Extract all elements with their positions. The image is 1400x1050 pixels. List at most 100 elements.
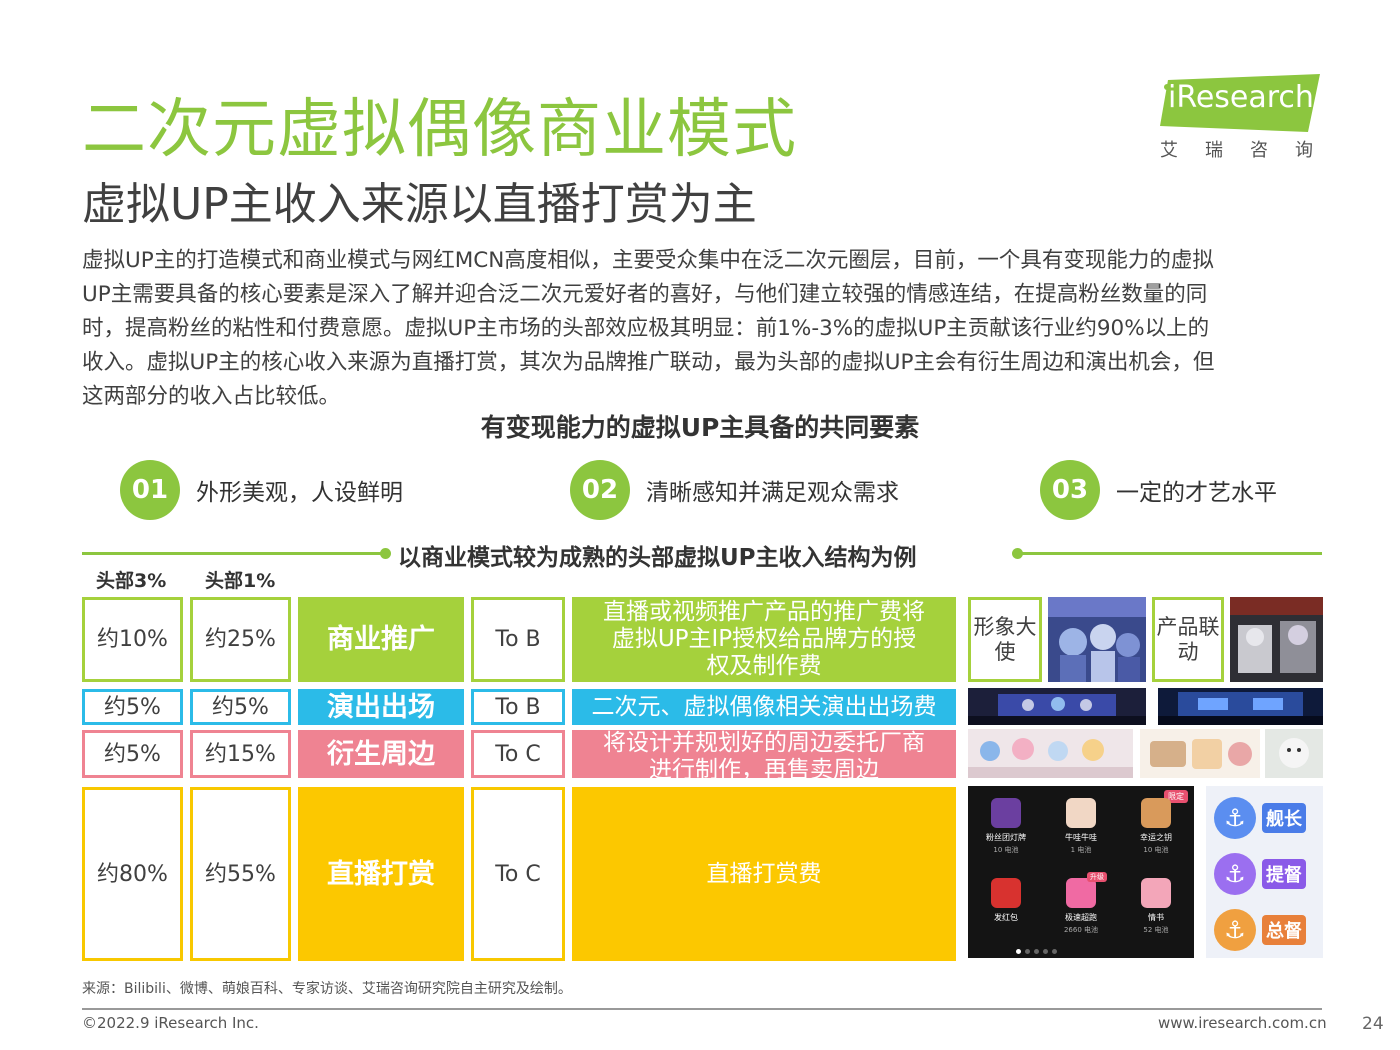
gift-name: 幸运之钥 <box>1140 833 1172 842</box>
pager-dots <box>1016 949 1057 954</box>
gift-item: 粉丝团灯牌 10 电池 <box>976 798 1036 855</box>
top1-share-cell: 约25% <box>190 597 291 682</box>
gift-item: 情书 52 电池 <box>1126 878 1186 935</box>
body-line: 时，提高粉丝的粘性和付费意愿。虚拟UP主市场的头部效应极其明显：前1%-3%的虚… <box>82 316 1210 341</box>
structure-title: 以商业模式较为成熟的头部虚拟UP主收入结构为例 <box>398 545 917 571</box>
body-line: 这两部分的收入占比较低。 <box>82 384 341 409</box>
svg-text:⚓: ⚓ <box>1224 860 1246 888</box>
merch-figures-image <box>968 729 1133 778</box>
merch-items-image <box>1140 729 1260 778</box>
page-number: 24 <box>1362 1014 1384 1034</box>
gift-red-envelope-icon <box>991 878 1021 908</box>
gift-name: 牛哇牛哇 <box>1065 833 1097 842</box>
anchor-icon: ⚓ <box>1214 797 1256 839</box>
copyright: ©2022.9 iResearch Inc. <box>82 1014 259 1032</box>
target-cell: To B <box>471 689 565 725</box>
gift-lamp-icon <box>991 798 1021 828</box>
gift-item: 发红包 <box>976 878 1036 923</box>
guard-level-label: 总督 <box>1262 915 1306 945</box>
top3-share-cell: 约10% <box>82 597 183 682</box>
category-cell: 衍生周边 <box>298 730 464 778</box>
svg-text:⚓: ⚓ <box>1224 916 1246 944</box>
gift-price: 10 电池 <box>993 846 1019 854</box>
description-cell: 直播打赏费 <box>572 787 956 961</box>
target-cell: To C <box>471 730 565 778</box>
iresearch-logo: iResearch 艾瑞咨询 <box>1150 72 1335 162</box>
guard-badges-panel: ⚓ 舰长 ⚓ 提督 ⚓ 总督 <box>1206 786 1323 958</box>
factor-item: 01 外形美观，人设鲜明 <box>120 460 403 520</box>
top1-share-cell: 约55% <box>190 787 291 961</box>
guard-badge: ⚓ 舰长 <box>1212 792 1317 844</box>
gift-name: 情书 <box>1148 913 1164 922</box>
ambassador-image <box>1048 597 1146 682</box>
factor-text: 外形美观，人设鲜明 <box>196 480 403 506</box>
gift-sportscar-icon <box>1066 878 1096 908</box>
top3-share-cell: 约80% <box>82 787 183 961</box>
category-cell: 演出出场 <box>298 689 464 725</box>
divider-dot-left <box>380 548 391 559</box>
top3-share-cell: 约5% <box>82 689 183 725</box>
page-subtitle: 虚拟UP主收入来源以直播打赏为主 <box>82 179 757 230</box>
logo-cn: 艾瑞咨询 <box>1160 140 1340 161</box>
gift-price: 1 电池 <box>1070 846 1092 854</box>
guard-badge: ⚓ 提督 <box>1212 848 1317 900</box>
gift-loveletter-icon <box>1141 878 1171 908</box>
description-cell: 直播或视频推广产品的推广费将虚拟UP主IP授权给品牌方的授权及制作费 <box>572 597 956 682</box>
logo-brand: iResearch <box>1168 80 1314 115</box>
gift-item: 幸运之钥 10 电池 <box>1126 798 1186 855</box>
top1-share-cell: 约15% <box>190 730 291 778</box>
gift-price: 52 电池 <box>1143 926 1169 934</box>
target-cell: To C <box>471 787 565 961</box>
body-paragraph: 虚拟UP主的打造模式和商业模式与网红MCN高度相似，主要受众集中在泛二次元圈层，… <box>82 244 1322 414</box>
gift-cow-icon <box>1066 798 1096 828</box>
factor-item: 02 清晰感知并满足观众需求 <box>570 460 899 520</box>
section-divider-left <box>82 552 388 555</box>
section-divider-right <box>1020 552 1322 555</box>
top3-share-cell: 约5% <box>82 730 183 778</box>
collab-label: 产品联动 <box>1152 597 1224 682</box>
logo-dot <box>1164 84 1170 90</box>
gift-name: 发红包 <box>994 913 1018 922</box>
guard-level-label: 提督 <box>1262 859 1306 889</box>
column-head-top1: 头部1% <box>205 570 276 592</box>
target-cell: To B <box>471 597 565 682</box>
footer-divider <box>82 1008 1322 1010</box>
logo-banner-shape <box>1160 74 1320 132</box>
factor-text: 一定的才艺水平 <box>1116 480 1277 506</box>
gift-price: 2660 电池 <box>1063 926 1099 934</box>
anchor-icon: ⚓ <box>1214 853 1256 895</box>
gift-key-icon <box>1141 798 1171 828</box>
gift-name: 粉丝团灯牌 <box>986 833 1026 842</box>
gift-name: 极速超跑 <box>1065 913 1097 922</box>
guard-badge: ⚓ 总督 <box>1212 904 1317 956</box>
factor-number: 02 <box>570 460 630 520</box>
website-link[interactable]: www.iresearch.com.cn <box>1158 1014 1327 1032</box>
factor-item: 03 一定的才艺水平 <box>1040 460 1277 520</box>
svg-text:⚓: ⚓ <box>1224 804 1246 832</box>
column-head-top3: 头部3% <box>96 570 167 592</box>
body-line: UP主需要具备的核心要素是深入了解并迎合泛二次元爱好者的喜好，与他们建立较强的情… <box>82 282 1208 307</box>
page-title: 二次元虚拟偶像商业模式 <box>82 93 797 167</box>
guard-level-label: 舰长 <box>1262 803 1306 833</box>
stage-image <box>1158 688 1323 725</box>
collab-image <box>1230 597 1323 682</box>
category-cell: 商业推广 <box>298 597 464 682</box>
anchor-icon: ⚓ <box>1214 909 1256 951</box>
category-cell: 直播打赏 <box>298 787 464 961</box>
concert-image <box>968 688 1146 725</box>
live-gift-panel: 限定 粉丝团灯牌 10 电池 牛哇牛哇 1 电池 幸运之钥 10 电池 发红包 … <box>968 786 1194 958</box>
top1-share-cell: 约5% <box>190 689 291 725</box>
ambassador-label: 形象大使 <box>968 597 1042 682</box>
merch-plush-image <box>1265 729 1323 778</box>
gift-item: 牛哇牛哇 1 电池 <box>1051 798 1111 855</box>
divider-dot-right <box>1012 548 1023 559</box>
source-note: 来源：Bilibili、微博、萌娘百科、专家访谈、艾瑞咨询研究院自主研究及绘制。 <box>82 981 572 997</box>
body-line: 收入。虚拟UP主的核心收入来源为直播打赏，其次为品牌推广联动，最为头部的虚拟UP… <box>82 350 1215 375</box>
body-line: 虚拟UP主的打造模式和商业模式与网红MCN高度相似，主要受众集中在泛二次元圈层，… <box>82 248 1214 273</box>
description-cell: 将设计并规划好的周边委托厂商进行制作，再售卖周边 <box>572 730 956 778</box>
factor-number: 03 <box>1040 460 1100 520</box>
gift-item: 升级 极速超跑 2660 电池 <box>1051 872 1111 935</box>
factor-text: 清晰感知并满足观众需求 <box>646 480 899 506</box>
gift-price: 10 电池 <box>1143 846 1169 854</box>
factor-number: 01 <box>120 460 180 520</box>
